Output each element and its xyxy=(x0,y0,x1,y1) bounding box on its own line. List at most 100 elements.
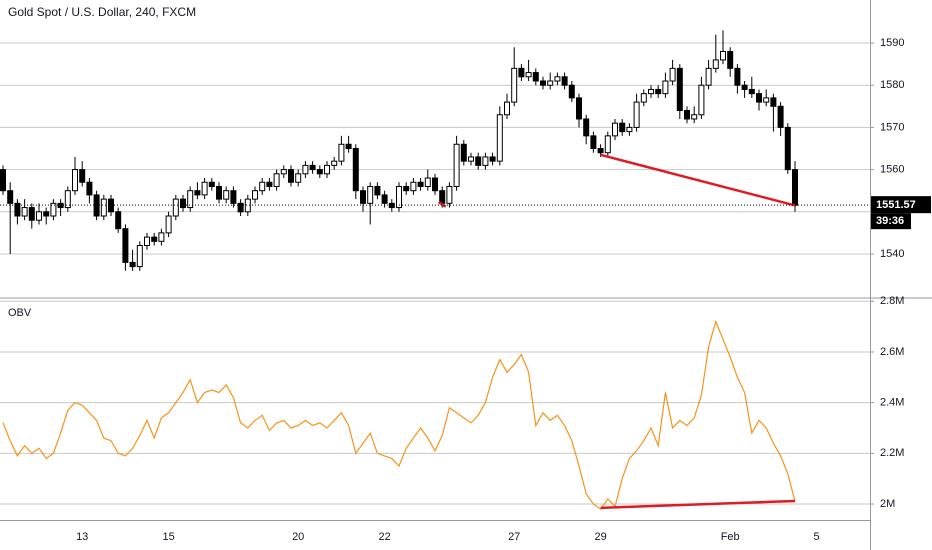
indicator-title: OBV xyxy=(8,307,32,319)
candle-body xyxy=(374,185,381,196)
candle-body xyxy=(633,101,640,128)
candle-body xyxy=(410,181,417,192)
last-price-label: 1551.57 xyxy=(876,199,916,211)
candle-body xyxy=(547,80,554,86)
candle-body xyxy=(309,164,316,171)
candle-body xyxy=(691,114,698,120)
candle-body xyxy=(244,198,251,213)
candle-body xyxy=(784,126,791,171)
candle-body xyxy=(432,177,438,192)
candle-body xyxy=(662,80,669,95)
candle-body xyxy=(266,181,273,187)
candle-body xyxy=(684,110,690,120)
candle-body xyxy=(187,190,194,209)
candle-body xyxy=(259,181,266,192)
candle-body xyxy=(360,190,366,204)
y-tick-label: 1540 xyxy=(880,248,904,260)
candle-body xyxy=(590,135,597,149)
candle-body xyxy=(727,50,734,69)
candle-body xyxy=(28,207,35,221)
candle-body xyxy=(14,202,21,217)
candle-body xyxy=(129,261,136,268)
candle-body xyxy=(741,84,748,90)
candle-body xyxy=(50,202,57,217)
candle-body xyxy=(64,190,71,209)
y-tick-label: 2M xyxy=(880,498,895,510)
candle-body xyxy=(568,84,575,99)
obv-line xyxy=(2,319,796,510)
candle-body xyxy=(273,173,280,187)
y-tick-label: 2.4M xyxy=(880,397,904,409)
candle-body xyxy=(734,67,741,86)
candle-body xyxy=(460,143,467,162)
candle-body xyxy=(302,164,309,175)
x-tick-label: 29 xyxy=(594,531,606,543)
candle-body xyxy=(79,169,86,183)
x-tick-label: 5 xyxy=(814,531,820,543)
last-price-box xyxy=(871,196,931,214)
x-tick-label: 22 xyxy=(378,531,390,543)
candle-body xyxy=(288,169,294,183)
candle-body xyxy=(698,84,705,116)
candle-body xyxy=(554,76,561,82)
candle-body xyxy=(640,93,647,103)
marks xyxy=(0,30,870,510)
candle-body xyxy=(230,190,237,204)
candle-body xyxy=(525,72,532,78)
chart-title: Gold Spot / U.S. Dollar, 240, FXCM xyxy=(8,5,196,19)
candle-body xyxy=(36,211,42,221)
candle-body xyxy=(338,143,345,162)
candle-body xyxy=(792,169,798,206)
candle-body xyxy=(201,181,208,196)
candle-body xyxy=(144,236,150,247)
candle-body xyxy=(676,67,683,112)
candle-body xyxy=(381,194,388,204)
candle-body xyxy=(669,67,676,82)
x-tick-label: 27 xyxy=(508,531,520,543)
candle-body xyxy=(388,202,395,209)
candle-body xyxy=(604,135,611,154)
candle-body xyxy=(468,156,474,162)
candle-body xyxy=(324,164,330,175)
candle-body xyxy=(43,211,50,217)
candle-body xyxy=(655,88,662,95)
x-tick-label: 15 xyxy=(162,531,174,543)
candle-body xyxy=(504,101,510,116)
candle-body xyxy=(446,185,453,204)
candle-body xyxy=(331,160,338,166)
candle-body xyxy=(518,67,525,78)
candle-body xyxy=(403,185,410,192)
candle-body xyxy=(180,198,186,209)
candle-body xyxy=(72,169,78,192)
trend-line xyxy=(600,499,796,510)
candle-body xyxy=(748,88,755,95)
candle-body xyxy=(756,93,762,103)
candle-body xyxy=(619,122,626,133)
candle-body xyxy=(223,190,230,200)
candle-body xyxy=(216,185,222,200)
candle-body xyxy=(172,198,179,217)
candle-body xyxy=(648,88,654,95)
y-tick-label: 1560 xyxy=(880,164,904,176)
candle-body xyxy=(316,169,323,175)
candle-body xyxy=(345,143,352,149)
candle-body xyxy=(561,76,568,86)
candle-body xyxy=(576,97,582,120)
candle-body xyxy=(21,207,28,217)
candle-body xyxy=(489,156,496,162)
y-tick-label: 2.6M xyxy=(880,346,904,358)
y-tick-label: 1580 xyxy=(880,79,904,91)
candle-body xyxy=(532,72,539,82)
candle-body xyxy=(115,211,122,230)
y-tick-label: 2.2M xyxy=(880,447,904,459)
candle-body xyxy=(151,236,158,242)
candle-body xyxy=(540,80,546,86)
countdown-box xyxy=(871,213,911,230)
candle-body xyxy=(482,156,489,166)
candle-body xyxy=(295,173,302,183)
y-tick-label: 1590 xyxy=(880,37,904,49)
candle-body xyxy=(770,97,777,107)
candle-body xyxy=(720,50,726,61)
